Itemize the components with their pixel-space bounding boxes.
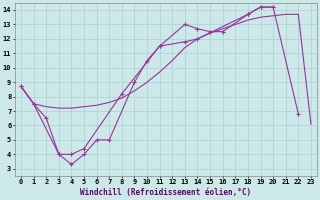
X-axis label: Windchill (Refroidissement éolien,°C): Windchill (Refroidissement éolien,°C): [80, 188, 252, 197]
